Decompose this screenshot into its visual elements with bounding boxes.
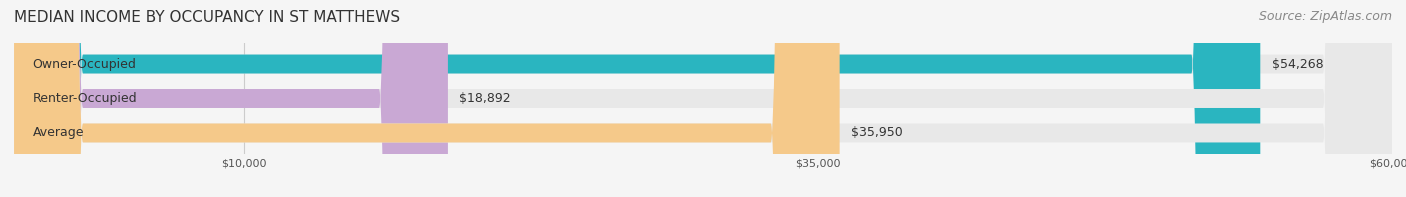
Text: $35,950: $35,950: [851, 126, 903, 139]
FancyBboxPatch shape: [14, 0, 449, 197]
Text: Owner-Occupied: Owner-Occupied: [32, 58, 136, 71]
FancyBboxPatch shape: [14, 0, 1392, 197]
Text: Source: ZipAtlas.com: Source: ZipAtlas.com: [1258, 10, 1392, 23]
FancyBboxPatch shape: [14, 0, 1260, 197]
FancyBboxPatch shape: [14, 0, 839, 197]
Text: $54,268: $54,268: [1272, 58, 1323, 71]
FancyBboxPatch shape: [14, 0, 1392, 197]
Text: MEDIAN INCOME BY OCCUPANCY IN ST MATTHEWS: MEDIAN INCOME BY OCCUPANCY IN ST MATTHEW…: [14, 10, 401, 25]
Text: $18,892: $18,892: [460, 92, 510, 105]
Text: Average: Average: [32, 126, 84, 139]
FancyBboxPatch shape: [14, 0, 1392, 197]
Text: Renter-Occupied: Renter-Occupied: [32, 92, 136, 105]
